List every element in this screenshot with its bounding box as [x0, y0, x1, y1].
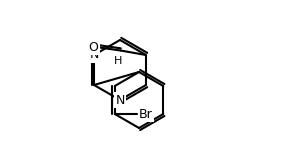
- Text: H: H: [114, 56, 123, 66]
- Text: O: O: [89, 41, 98, 54]
- Text: Br: Br: [139, 107, 152, 120]
- Text: N: N: [115, 94, 125, 107]
- Text: N: N: [89, 49, 99, 62]
